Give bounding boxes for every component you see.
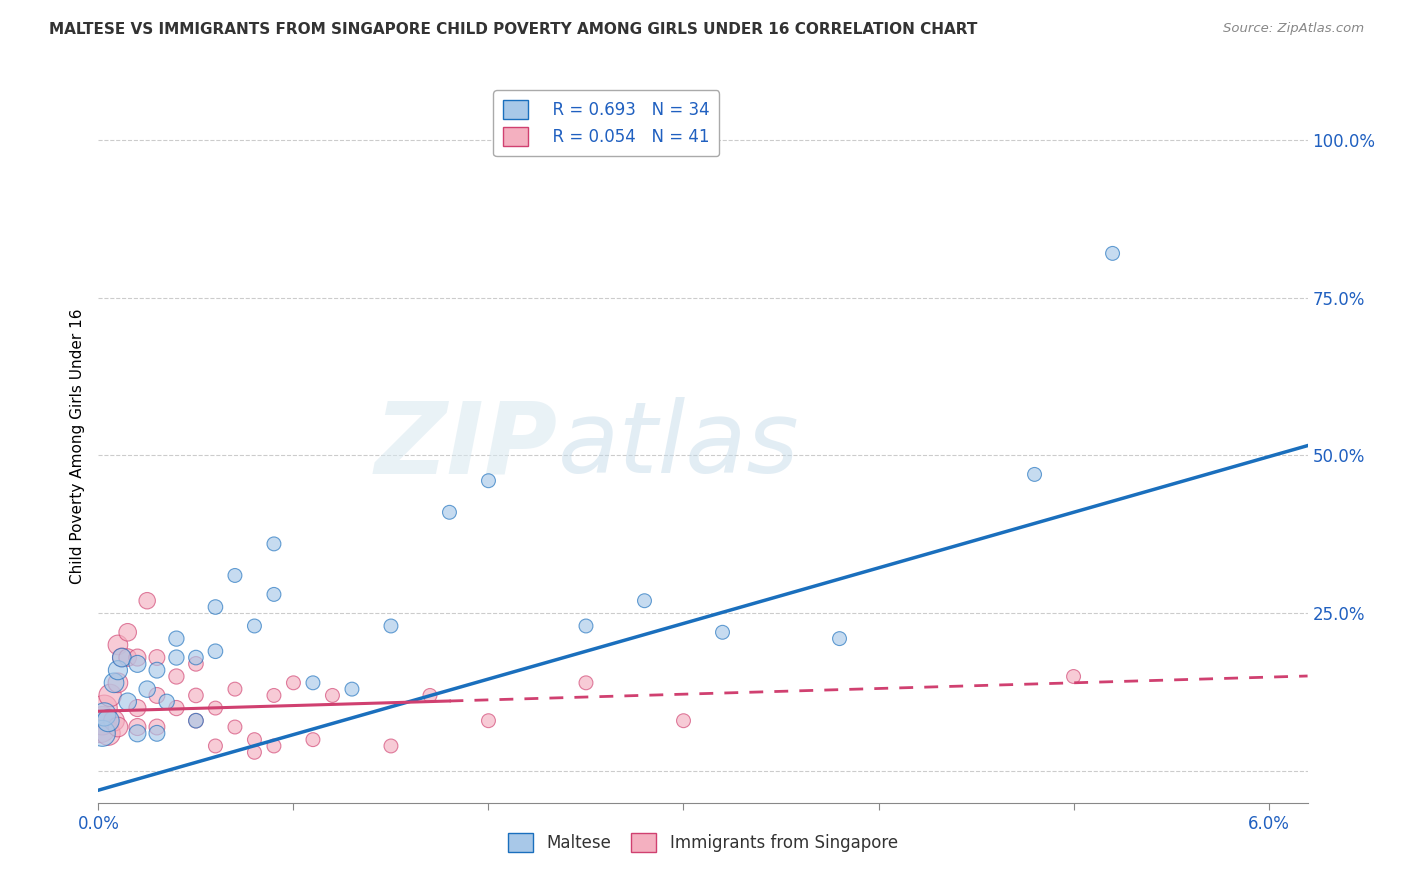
- Point: [98, 689, 121, 703]
- Point: [302, 675, 325, 690]
- Point: [103, 675, 125, 690]
- Point: [204, 701, 226, 715]
- Point: [184, 714, 207, 728]
- Point: [243, 745, 266, 759]
- Point: [1063, 669, 1085, 683]
- Point: [89, 720, 111, 734]
- Point: [477, 714, 499, 728]
- Point: [107, 638, 129, 652]
- Point: [380, 739, 402, 753]
- Point: [1101, 246, 1123, 260]
- Point: [165, 669, 187, 683]
- Point: [283, 675, 305, 690]
- Legend: Maltese, Immigrants from Singapore: Maltese, Immigrants from Singapore: [502, 827, 904, 859]
- Text: ZIP: ZIP: [375, 398, 558, 494]
- Point: [93, 707, 115, 722]
- Y-axis label: Child Poverty Among Girls Under 16: Child Poverty Among Girls Under 16: [69, 309, 84, 583]
- Point: [127, 701, 149, 715]
- Point: [91, 714, 114, 728]
- Point: [156, 695, 179, 709]
- Point: [117, 695, 139, 709]
- Point: [117, 625, 139, 640]
- Point: [340, 682, 363, 697]
- Point: [1024, 467, 1046, 482]
- Text: Source: ZipAtlas.com: Source: ZipAtlas.com: [1223, 22, 1364, 36]
- Point: [184, 650, 207, 665]
- Point: [107, 675, 129, 690]
- Point: [136, 682, 159, 697]
- Point: [184, 714, 207, 728]
- Point: [184, 657, 207, 671]
- Point: [93, 701, 115, 715]
- Point: [107, 663, 129, 677]
- Point: [263, 739, 285, 753]
- Point: [243, 619, 266, 633]
- Text: atlas: atlas: [558, 398, 800, 494]
- Point: [107, 720, 129, 734]
- Point: [91, 726, 114, 740]
- Point: [477, 474, 499, 488]
- Point: [146, 650, 169, 665]
- Point: [146, 720, 169, 734]
- Point: [204, 600, 226, 615]
- Point: [321, 689, 343, 703]
- Point: [224, 682, 246, 697]
- Point: [165, 701, 187, 715]
- Point: [97, 726, 120, 740]
- Point: [165, 650, 187, 665]
- Point: [127, 726, 149, 740]
- Point: [828, 632, 851, 646]
- Point: [263, 587, 285, 601]
- Point: [263, 689, 285, 703]
- Point: [419, 689, 441, 703]
- Point: [224, 568, 246, 582]
- Point: [146, 663, 169, 677]
- Point: [243, 732, 266, 747]
- Point: [672, 714, 695, 728]
- Point: [136, 593, 159, 607]
- Point: [575, 619, 598, 633]
- Point: [103, 714, 125, 728]
- Point: [575, 675, 598, 690]
- Point: [127, 720, 149, 734]
- Point: [146, 689, 169, 703]
- Point: [711, 625, 734, 640]
- Point: [111, 650, 134, 665]
- Point: [302, 732, 325, 747]
- Point: [439, 505, 461, 519]
- Point: [204, 739, 226, 753]
- Point: [127, 650, 149, 665]
- Point: [97, 714, 120, 728]
- Text: MALTESE VS IMMIGRANTS FROM SINGAPORE CHILD POVERTY AMONG GIRLS UNDER 16 CORRELAT: MALTESE VS IMMIGRANTS FROM SINGAPORE CHI…: [49, 22, 977, 37]
- Point: [146, 726, 169, 740]
- Point: [224, 720, 246, 734]
- Point: [263, 537, 285, 551]
- Point: [117, 650, 139, 665]
- Point: [633, 593, 655, 607]
- Point: [204, 644, 226, 658]
- Point: [111, 650, 134, 665]
- Point: [165, 632, 187, 646]
- Point: [380, 619, 402, 633]
- Point: [127, 657, 149, 671]
- Point: [184, 689, 207, 703]
